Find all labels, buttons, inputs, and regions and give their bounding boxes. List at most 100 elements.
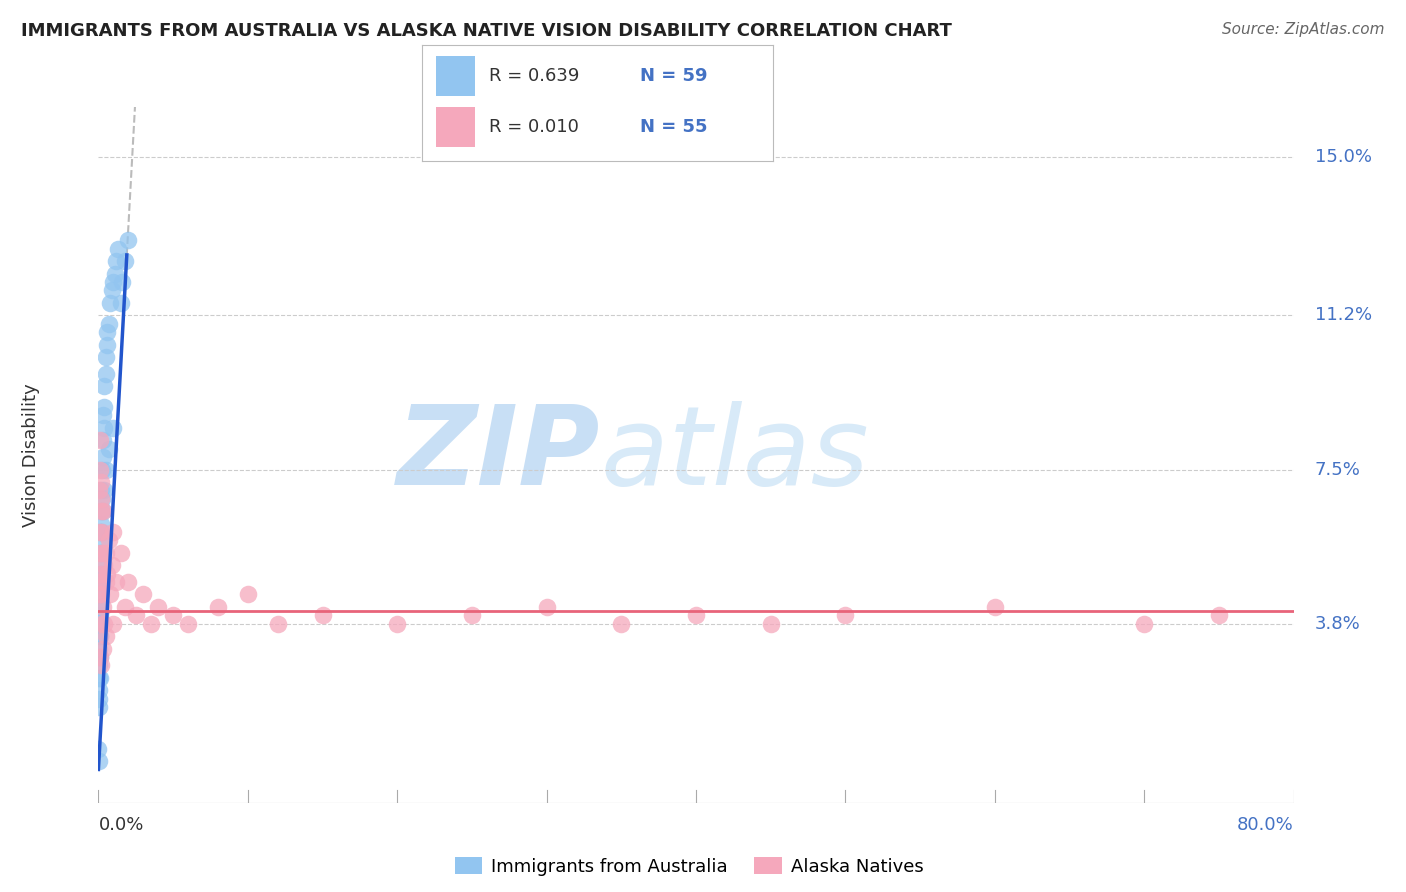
Point <box>536 599 558 614</box>
Point <box>90 483 112 498</box>
Point <box>1208 608 1230 623</box>
Point <box>91 462 114 476</box>
Point <box>93 616 115 631</box>
Point <box>91 450 114 464</box>
Point <box>685 608 707 623</box>
Point <box>87 587 110 601</box>
Point <box>132 587 155 601</box>
FancyBboxPatch shape <box>436 107 475 146</box>
Point <box>89 574 111 589</box>
Point <box>90 475 112 489</box>
Text: 11.2%: 11.2% <box>1315 306 1372 325</box>
Point <box>90 658 112 673</box>
Point <box>139 616 162 631</box>
Point <box>94 367 117 381</box>
Point <box>104 267 127 281</box>
Point <box>90 587 112 601</box>
Point <box>87 616 110 631</box>
Point <box>385 616 409 631</box>
Point <box>89 546 111 560</box>
Point <box>114 254 136 268</box>
Point <box>610 616 633 631</box>
Point <box>90 546 112 560</box>
Point <box>110 546 132 560</box>
Point <box>93 379 115 393</box>
Point <box>91 504 114 518</box>
Point <box>89 558 111 573</box>
Point <box>125 608 148 623</box>
Point <box>91 434 114 448</box>
Point <box>1133 616 1156 631</box>
Point <box>117 233 139 247</box>
Text: Vision Disability: Vision Disability <box>22 383 39 527</box>
Text: Source: ZipAtlas.com: Source: ZipAtlas.com <box>1222 22 1385 37</box>
Point <box>105 254 128 268</box>
Point <box>90 533 112 548</box>
Point <box>87 671 110 685</box>
Point <box>89 650 111 665</box>
Point <box>114 599 136 614</box>
Point <box>103 524 125 539</box>
Point <box>148 599 170 614</box>
Point <box>89 483 111 498</box>
Point <box>93 421 115 435</box>
Point <box>90 524 112 539</box>
Legend: Immigrants from Australia, Alaska Natives: Immigrants from Australia, Alaska Native… <box>447 850 931 883</box>
Point <box>94 629 117 643</box>
Point <box>90 616 112 631</box>
Point <box>93 400 115 414</box>
Point <box>91 641 114 656</box>
Point <box>90 516 112 531</box>
Point <box>89 504 111 518</box>
Point <box>89 566 111 581</box>
Point <box>759 616 782 631</box>
Text: 3.8%: 3.8% <box>1315 615 1361 632</box>
Point <box>90 546 112 560</box>
Point <box>834 608 856 623</box>
Point <box>101 558 124 573</box>
Point <box>96 337 118 351</box>
Point <box>461 608 484 623</box>
Point <box>94 350 117 364</box>
Point <box>207 599 229 614</box>
Point <box>89 587 111 601</box>
Point <box>236 587 259 601</box>
Point <box>89 462 111 476</box>
Text: atlas: atlas <box>600 401 869 508</box>
Text: N = 55: N = 55 <box>640 118 707 136</box>
Point <box>97 442 120 456</box>
Point <box>96 566 118 581</box>
Point <box>90 504 112 518</box>
Point <box>103 275 125 289</box>
Point <box>93 558 115 573</box>
Point <box>87 683 110 698</box>
Point <box>267 616 290 631</box>
Point <box>94 462 117 476</box>
Text: R = 0.639: R = 0.639 <box>489 67 579 85</box>
Text: 0.0%: 0.0% <box>98 816 143 834</box>
Point <box>87 754 110 768</box>
Point <box>97 533 120 548</box>
Text: ZIP: ZIP <box>396 401 600 508</box>
Point <box>89 650 111 665</box>
Point <box>103 616 125 631</box>
Point <box>89 599 111 614</box>
Point <box>111 275 134 289</box>
Point <box>98 296 122 310</box>
Point <box>89 574 111 589</box>
Text: R = 0.010: R = 0.010 <box>489 118 578 136</box>
Point <box>90 491 112 506</box>
Point <box>89 629 111 643</box>
Point <box>98 587 122 601</box>
Point <box>93 483 115 498</box>
Point <box>91 524 114 539</box>
Text: 15.0%: 15.0% <box>1315 148 1372 166</box>
Point <box>89 524 111 539</box>
Point <box>94 546 117 560</box>
Text: N = 59: N = 59 <box>640 67 707 85</box>
Point <box>89 700 111 714</box>
Point <box>87 741 110 756</box>
Point <box>110 296 132 310</box>
Point <box>89 608 111 623</box>
Point <box>94 574 117 589</box>
